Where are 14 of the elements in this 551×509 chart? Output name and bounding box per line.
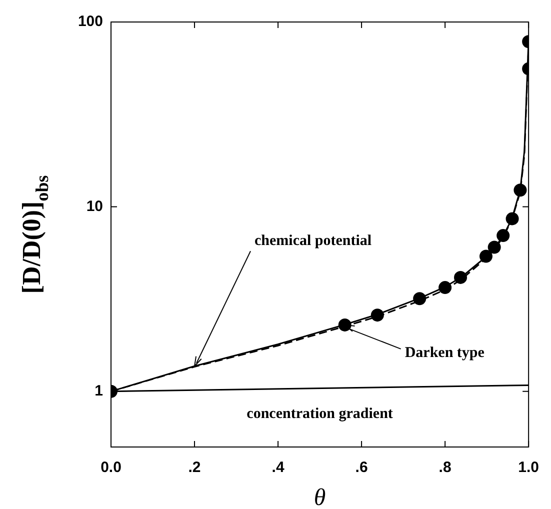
annotation: Darken type — [404, 344, 485, 361]
x-axis-title: θ — [314, 485, 326, 509]
y-tick-label: 1 — [94, 382, 103, 400]
x-tick-label: 1.0 — [518, 459, 540, 476]
y-tick-label: 10 — [86, 198, 103, 215]
x-tick-label: .6 — [355, 459, 368, 476]
x-tick-label: .2 — [188, 459, 201, 476]
annotation: chemical potential — [254, 233, 372, 250]
x-tick-label: 0.0 — [100, 459, 122, 476]
x-tick-label: .8 — [438, 459, 452, 476]
y-axis-title: [D/D(0)]obs — [17, 175, 52, 294]
x-tick-label: .4 — [272, 459, 285, 476]
annotation: concentration gradient — [246, 406, 393, 422]
y-tick-label: 100 — [78, 13, 103, 30]
